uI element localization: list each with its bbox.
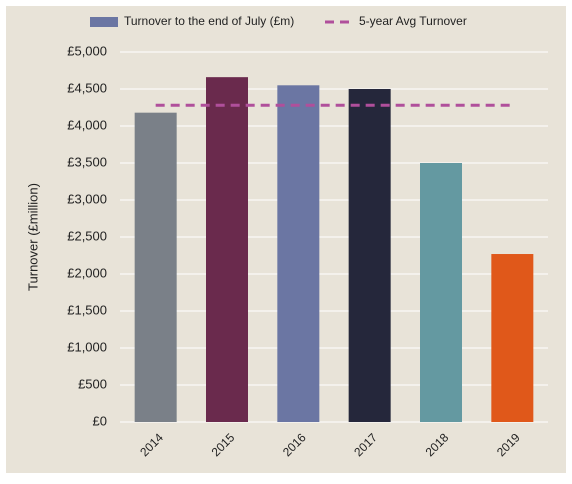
legend-label: 5-year Avg Turnover bbox=[359, 14, 467, 28]
bar bbox=[277, 85, 320, 423]
y-tick-label: £5,000 bbox=[67, 43, 107, 58]
y-tick-label: £500 bbox=[78, 376, 107, 391]
y-axis-title: Turnover (£million) bbox=[25, 183, 40, 291]
y-tick-label: £4,500 bbox=[67, 80, 107, 95]
bar bbox=[134, 112, 177, 423]
y-tick-label: £3,500 bbox=[67, 154, 107, 169]
y-tick-label: £1,000 bbox=[67, 339, 107, 354]
y-tick-label: £1,500 bbox=[67, 302, 107, 317]
y-tick-label: £0 bbox=[93, 413, 107, 428]
bar bbox=[206, 77, 248, 422]
legend-swatch bbox=[90, 17, 118, 27]
y-tick-label: £2,000 bbox=[67, 265, 107, 280]
bar bbox=[348, 89, 391, 422]
y-tick-label: £4,000 bbox=[67, 117, 107, 132]
bar bbox=[491, 254, 534, 422]
legend-label: Turnover to the end of July (£m) bbox=[124, 14, 294, 28]
bar bbox=[420, 163, 462, 422]
y-tick-label: £3,000 bbox=[67, 191, 107, 206]
y-tick-label: £2,500 bbox=[67, 228, 107, 243]
